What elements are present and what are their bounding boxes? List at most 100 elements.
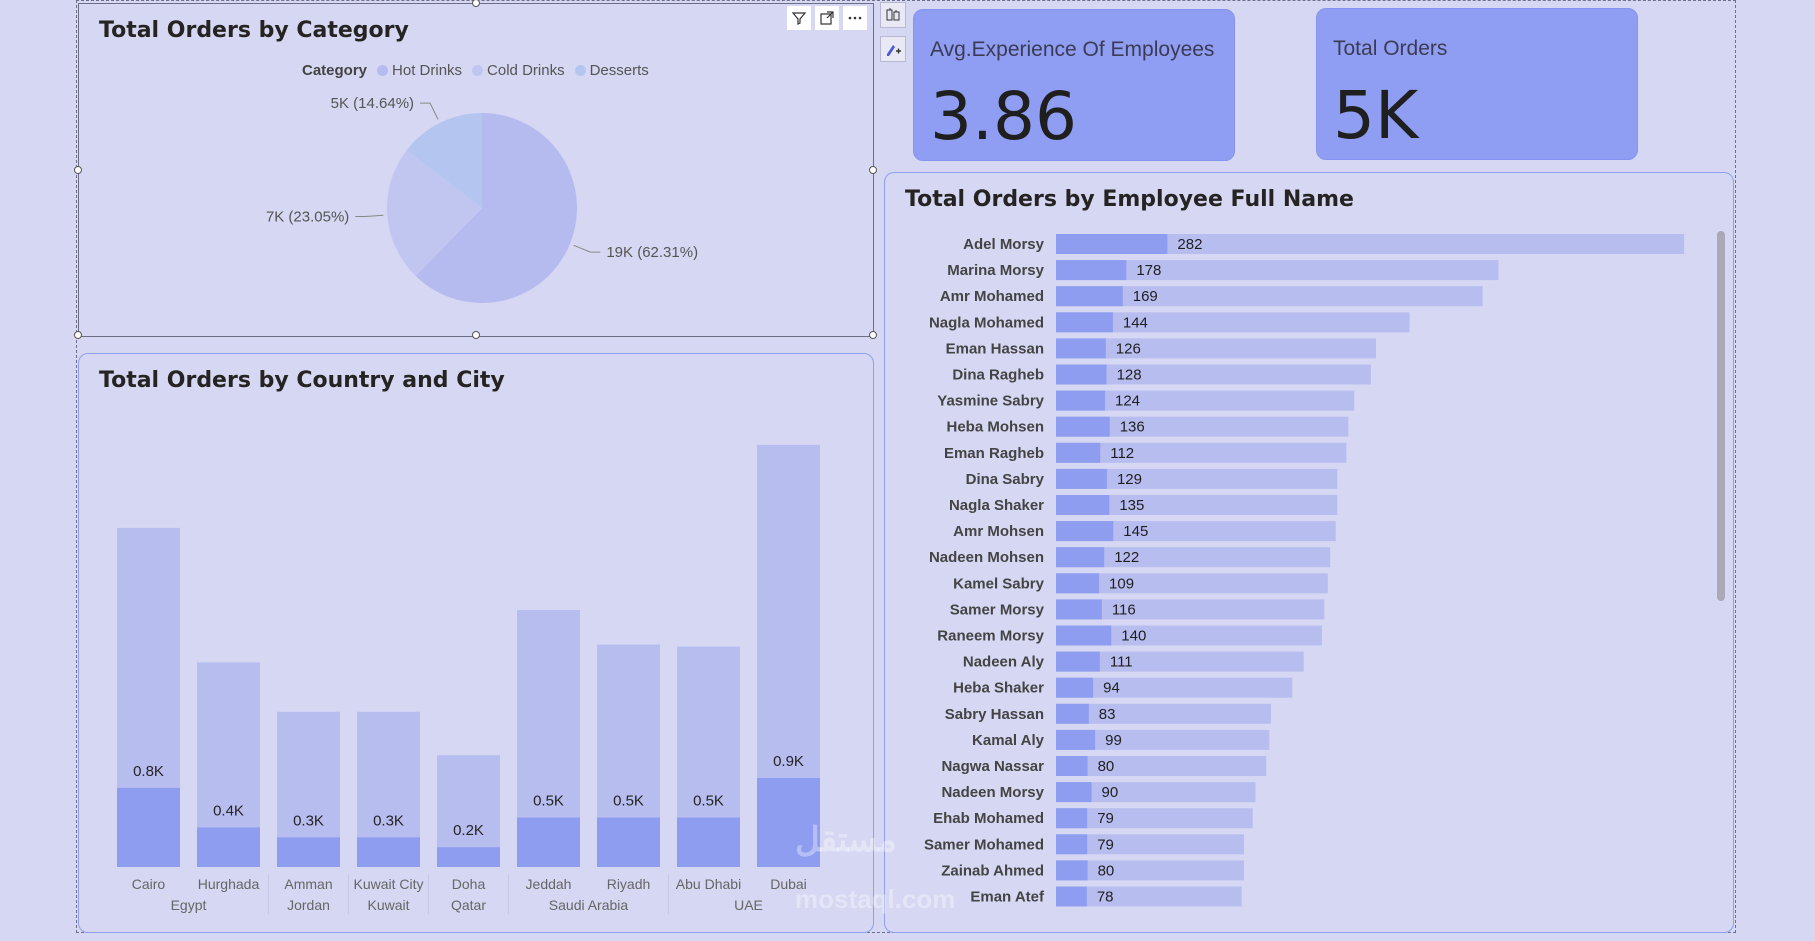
bar[interactable] xyxy=(1056,442,1101,463)
bar-data-label: 169 xyxy=(1133,288,1158,305)
filter-icon[interactable] xyxy=(787,6,811,30)
bar[interactable] xyxy=(357,837,420,867)
x-axis-tick-label: Cairo xyxy=(132,876,166,892)
resize-handle[interactable] xyxy=(472,0,480,7)
pie-slice[interactable] xyxy=(387,150,482,276)
y-axis-tick-label: Dina Sabry xyxy=(966,471,1045,488)
y-axis-tick-label: Dina Ragheb xyxy=(952,367,1044,384)
resize-handle[interactable] xyxy=(472,331,480,339)
bar-data-label: 78 xyxy=(1097,889,1114,906)
bar[interactable] xyxy=(1056,782,1092,803)
bar-data-label: 90 xyxy=(1102,784,1119,801)
bar-background xyxy=(1056,808,1253,829)
visual-side-tools xyxy=(880,2,906,62)
bar-background xyxy=(1056,364,1371,385)
focus-mode-icon[interactable] xyxy=(815,6,839,30)
y-axis-tick-label: Nadeen Aly xyxy=(963,654,1045,671)
bar[interactable] xyxy=(1056,286,1123,307)
x-axis-group-label: UAE xyxy=(734,897,763,913)
bar[interactable] xyxy=(517,817,580,867)
pie-chart: 19K (62.31%) 7K (23.05%) 5K (14.64%) xyxy=(266,95,698,303)
bar[interactable] xyxy=(1056,729,1096,750)
y-axis-tick-label: Heba Shaker xyxy=(953,680,1044,697)
bar[interactable] xyxy=(1056,260,1127,281)
pie-slice[interactable] xyxy=(415,113,577,303)
y-axis-tick-label: Marina Morsy xyxy=(947,262,1044,279)
bar-background xyxy=(1056,599,1325,620)
bar[interactable] xyxy=(197,827,260,867)
bar[interactable] xyxy=(1056,860,1088,881)
bar[interactable] xyxy=(1056,599,1102,620)
add-visual-icon[interactable] xyxy=(880,36,906,62)
bar[interactable] xyxy=(1056,364,1107,385)
legend-item-desserts[interactable]: Desserts xyxy=(574,62,649,79)
bar[interactable] xyxy=(1056,886,1087,907)
resize-handle[interactable] xyxy=(74,331,82,339)
kpi-card-avg-experience[interactable]: Avg.Experience Of Employees 3.86 xyxy=(913,9,1235,161)
bar-background xyxy=(1056,886,1242,907)
bar[interactable] xyxy=(1056,756,1088,776)
bar[interactable] xyxy=(1056,390,1105,411)
bar[interactable] xyxy=(1056,495,1110,515)
more-options-icon[interactable] xyxy=(843,6,867,30)
bar-background xyxy=(1056,729,1270,750)
pie-chart-visual[interactable]: Total Orders by Category Category Hot Dr… xyxy=(74,0,877,339)
bar[interactable] xyxy=(597,817,660,867)
bar[interactable] xyxy=(1056,547,1105,568)
bar[interactable] xyxy=(1056,338,1106,359)
bar[interactable] xyxy=(1056,416,1110,437)
employee-chart-visual[interactable]: Total Orders by Employee Full Name Adel … xyxy=(884,172,1734,933)
bar-data-label: 0.9K xyxy=(773,753,804,770)
bar-data-label: 83 xyxy=(1099,706,1116,723)
y-axis-tick-label: Adel Morsy xyxy=(963,236,1045,253)
kpi-card-total-orders[interactable]: Total Orders 5K xyxy=(1316,8,1638,160)
vertical-scrollbar[interactable] xyxy=(1717,231,1725,921)
visual-header-icons xyxy=(787,6,867,30)
bar-data-label: 94 xyxy=(1103,680,1120,697)
bar[interactable] xyxy=(1056,677,1094,698)
bar[interactable] xyxy=(1056,625,1112,646)
bar-background xyxy=(1056,521,1336,542)
bar[interactable] xyxy=(1056,573,1100,594)
bar[interactable] xyxy=(1056,312,1113,333)
bar-data-label: 144 xyxy=(1123,314,1148,331)
bar[interactable] xyxy=(677,817,740,867)
bar-data-label: 0.3K xyxy=(373,812,404,829)
employee-bar-chart: Adel Morsy 282 Marina Morsy 178 Amr Mohamed 1… xyxy=(924,234,1685,907)
bar-background xyxy=(1056,468,1338,489)
y-axis-tick-label: Amr Mohsen xyxy=(953,523,1044,540)
bar[interactable] xyxy=(1056,703,1089,724)
bar[interactable] xyxy=(1056,234,1168,254)
pie-label-leader xyxy=(573,244,601,253)
bar[interactable] xyxy=(1056,521,1114,542)
bar-data-label: 80 xyxy=(1098,758,1115,775)
bar-background xyxy=(1056,338,1376,359)
bar[interactable] xyxy=(437,847,500,867)
bar[interactable] xyxy=(1056,651,1100,672)
bar[interactable] xyxy=(277,837,340,867)
bar-data-label: 0.2K xyxy=(453,822,484,839)
legend-item-hot-drinks[interactable]: Hot Drinks xyxy=(377,62,462,79)
bar-background xyxy=(1056,286,1483,307)
bar-data-label: 145 xyxy=(1123,523,1148,540)
bar[interactable] xyxy=(1056,834,1088,855)
bar-data-label: 136 xyxy=(1120,419,1145,436)
kpi-value: 5K xyxy=(1333,77,1419,154)
legend-item-cold-drinks[interactable]: Cold Drinks xyxy=(472,62,565,79)
resize-handle[interactable] xyxy=(869,166,877,174)
bar-data-label: 79 xyxy=(1097,836,1114,853)
bar-data-label: 0.3K xyxy=(293,812,324,829)
pie-slice[interactable] xyxy=(406,113,482,208)
y-axis-tick-label: Samer Morsy xyxy=(950,601,1045,618)
bar[interactable] xyxy=(757,778,820,867)
bar[interactable] xyxy=(1056,808,1088,829)
pie-data-label: 5K (14.64%) xyxy=(331,95,414,112)
format-visual-icon[interactable] xyxy=(880,2,906,28)
scrollbar-thumb[interactable] xyxy=(1717,231,1725,601)
resize-handle[interactable] xyxy=(869,331,877,339)
bar[interactable] xyxy=(1056,468,1107,489)
country-city-chart-visual[interactable]: Total Orders by Country and City 0.8K Cai… xyxy=(78,353,874,933)
pie-legend: Category Hot Drinks Cold Drinks Desserts xyxy=(302,62,649,79)
bar[interactable] xyxy=(117,787,180,867)
resize-handle[interactable] xyxy=(74,166,82,174)
